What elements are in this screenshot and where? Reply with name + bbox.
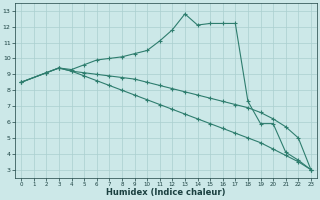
X-axis label: Humidex (Indice chaleur): Humidex (Indice chaleur) [106, 188, 226, 197]
